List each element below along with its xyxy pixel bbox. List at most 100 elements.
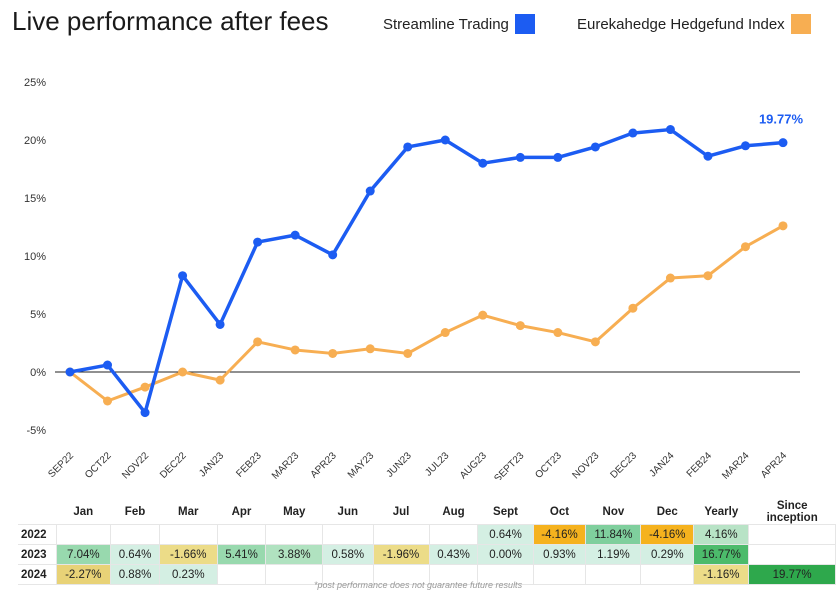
- table-cell: 0.64%: [110, 544, 161, 565]
- x-tick-label: FEB24: [685, 450, 715, 480]
- x-tick-label: OCT23: [533, 450, 564, 480]
- row-year-label: 2022: [18, 524, 57, 545]
- table-cell: 0.58%: [322, 544, 374, 565]
- data-point: [478, 158, 488, 168]
- table-cell: [477, 564, 534, 585]
- column-header: Apr: [231, 506, 252, 518]
- table-cell: -1.66%: [159, 544, 218, 565]
- data-point: [328, 250, 338, 260]
- table-cell: -4.16%: [532, 524, 587, 545]
- legend-swatch-blue: [514, 14, 535, 34]
- x-tick-label: JAN23: [197, 450, 226, 479]
- table-cell: 0.00%: [477, 544, 534, 565]
- x-tick-label: AUG23: [458, 450, 489, 480]
- legend-label: Streamline Trading: [383, 15, 509, 33]
- data-point: [253, 337, 263, 347]
- x-tick-label: DEC22: [158, 450, 189, 480]
- data-point: [515, 152, 525, 162]
- column-header: [18, 500, 56, 525]
- data-point: [553, 328, 563, 338]
- data-point: [178, 271, 188, 281]
- table-cell: 0.93%: [532, 544, 587, 565]
- table-cell: 16.77%: [693, 544, 750, 565]
- data-point: [290, 230, 300, 240]
- data-point: [215, 375, 225, 385]
- x-tick-label: NOV22: [120, 450, 151, 480]
- table-cell: [748, 544, 836, 565]
- line-chart: 25% 20% 15% 10% 5% 0% -5% SEP22 OCT22 NOV22 DEC22 J…: [24, 77, 804, 480]
- data-point: [65, 367, 75, 377]
- table-cell: 1.19%: [585, 544, 642, 565]
- table-cell: 0.64%: [477, 524, 534, 545]
- data-point: [140, 382, 150, 392]
- y-tick-label: 0%: [30, 367, 46, 379]
- data-point: [590, 337, 600, 347]
- column-header: Jul: [392, 506, 410, 518]
- data-point: [403, 348, 413, 358]
- y-tick-label: 5%: [30, 309, 46, 321]
- table-cell: [216, 524, 267, 545]
- data-point: [328, 348, 338, 358]
- x-tick-label: NOV23: [571, 450, 602, 480]
- data-point: [253, 237, 263, 247]
- x-tick-label: JUL23: [423, 450, 452, 479]
- x-tick-label: FEB23: [234, 450, 264, 480]
- y-tick-label: 15%: [24, 193, 46, 205]
- column-header: May: [283, 506, 306, 518]
- data-point: [703, 151, 713, 161]
- table-row: 2022 0.64% -4.16% 11.84% -4.16% 4.16%: [18, 524, 836, 545]
- data-point: [103, 360, 113, 370]
- data-point: [103, 396, 113, 406]
- data-point: [440, 328, 450, 338]
- x-tick-label: APR23: [309, 450, 339, 480]
- table-cell: [265, 524, 324, 545]
- table-cell: -1.16%: [693, 564, 750, 585]
- y-tick-label: 25%: [24, 77, 46, 89]
- table-cell: 0.43%: [428, 544, 479, 565]
- data-point: [703, 271, 713, 281]
- data-point: [590, 142, 600, 152]
- table-cell: 7.04%: [55, 544, 112, 565]
- data-point: [628, 303, 638, 313]
- table-cell: [372, 524, 430, 545]
- data-point: [140, 408, 150, 418]
- data-point: [553, 152, 563, 162]
- series-line-streamline: [68, 127, 785, 415]
- data-point: [515, 321, 525, 331]
- data-label: 19.77%: [759, 112, 804, 127]
- column-header: Sept: [493, 506, 518, 518]
- table-cell: [428, 524, 479, 545]
- data-point: [778, 138, 788, 148]
- column-header: Jan: [73, 506, 94, 518]
- data-point: [778, 221, 788, 231]
- column-header: Mar: [178, 506, 199, 518]
- table-cell: -2.27%: [55, 564, 112, 585]
- x-tick-label: SEPT23: [492, 450, 526, 480]
- legend-label: Eurekahedge Hedgefund Index: [577, 15, 785, 33]
- x-tick-label: JUN23: [384, 450, 414, 480]
- table-row: 2023 7.04% 0.64% -1.66% 5.41% 3.88% 0.58% -1.96…: [18, 544, 836, 565]
- column-header: Jun: [337, 506, 358, 518]
- data-point: [365, 186, 375, 196]
- table-cell: [55, 524, 112, 545]
- table-cell: 11.84%: [585, 524, 642, 545]
- page-title: Live performance after fees: [12, 6, 329, 36]
- table-cell: [216, 564, 267, 585]
- data-point: [740, 141, 750, 151]
- column-header: Dec: [656, 506, 678, 518]
- table-cell: 4.16%: [693, 524, 750, 545]
- data-point: [215, 319, 225, 329]
- x-tick-label: SEP22: [46, 450, 76, 480]
- y-tick-label: 10%: [24, 251, 46, 263]
- data-point: [665, 273, 675, 283]
- column-header: Aug: [442, 506, 465, 518]
- table-cell: [322, 524, 374, 545]
- x-tick-label: DEC23: [608, 450, 639, 480]
- table-header-row: Jan Feb Mar Apr May Jun Jul Aug Sept Oct Nov Dec Yea…: [18, 500, 836, 525]
- data-point: [178, 367, 188, 377]
- column-header: Yearly: [704, 506, 739, 518]
- series-line-eurekahedge: [68, 224, 785, 403]
- data-point: [478, 310, 488, 320]
- data-point: [440, 135, 450, 145]
- table-cell: [159, 524, 218, 545]
